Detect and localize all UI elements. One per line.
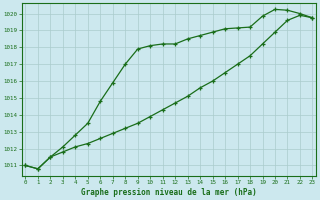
X-axis label: Graphe pression niveau de la mer (hPa): Graphe pression niveau de la mer (hPa) (81, 188, 257, 197)
